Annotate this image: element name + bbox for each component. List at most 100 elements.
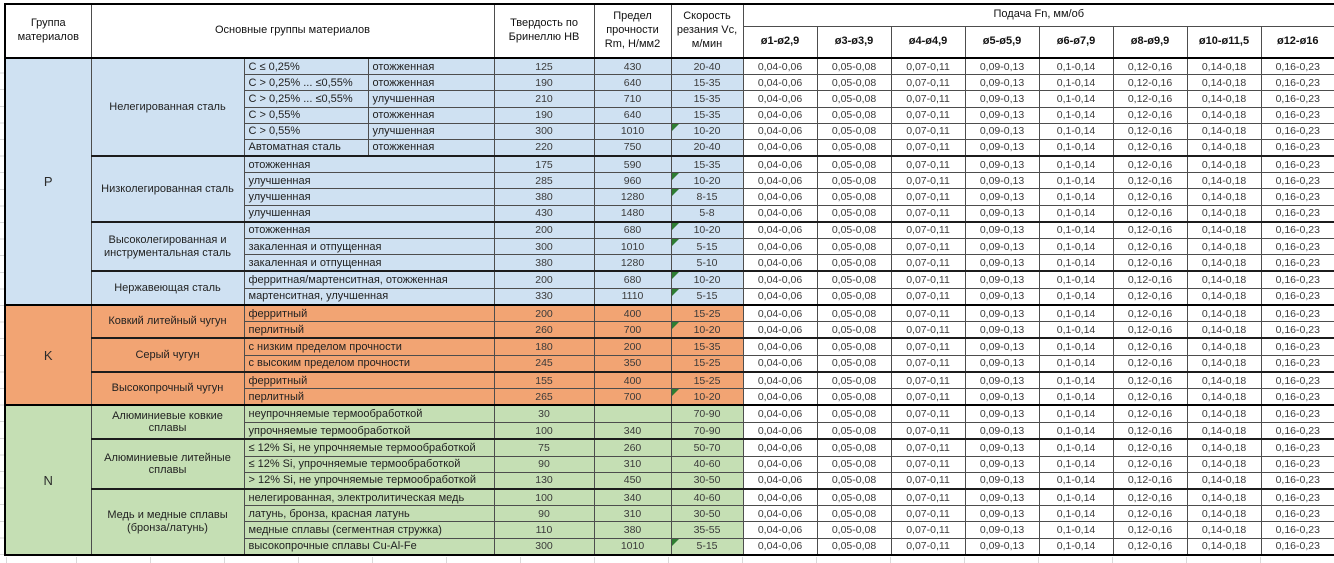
condition-cell[interactable]: ферритная/мартенситная, отожженная <box>243 270 495 289</box>
feed-value-cell[interactable]: 0,04-0,06 <box>742 370 818 390</box>
feed-value-cell[interactable]: 0,1-0,14 <box>1038 155 1114 174</box>
feed-value-cell[interactable]: 0,05-0,08 <box>816 122 892 140</box>
feed-value-cell[interactable]: 0,09-0,13 <box>964 138 1040 157</box>
feed-value-cell[interactable]: 0,05-0,08 <box>816 90 892 108</box>
feed-value-cell[interactable]: 0,16-0,23 <box>1260 321 1334 339</box>
feed-value-cell[interactable]: 0,1-0,14 <box>1038 238 1114 256</box>
feed-value-cell[interactable]: 0,14-0,18 <box>1186 303 1262 323</box>
feed-value-cell[interactable]: 0,09-0,13 <box>964 537 1040 556</box>
feed-value-cell[interactable]: 0,12-0,16 <box>1112 270 1188 289</box>
rm-value-cell[interactable]: 640 <box>593 106 672 124</box>
rm-value-cell[interactable]: 590 <box>593 155 672 174</box>
vc-value-cell[interactable]: 70-90 <box>670 404 744 423</box>
hb-value-cell[interactable]: 130 <box>493 471 595 490</box>
feed-value-cell[interactable]: 0,04-0,06 <box>742 521 818 539</box>
feed-value-cell[interactable]: 0,16-0,23 <box>1260 388 1334 406</box>
feed-value-cell[interactable]: 0,14-0,18 <box>1186 321 1262 339</box>
vc-value-cell[interactable]: 10-20 <box>670 220 744 240</box>
feed-value-cell[interactable]: 0,16-0,23 <box>1260 287 1334 306</box>
feed-value-cell[interactable]: 0,12-0,16 <box>1112 505 1188 523</box>
hb-value-cell[interactable]: 330 <box>493 287 595 306</box>
feed-value-cell[interactable]: 0,09-0,13 <box>964 421 1040 440</box>
feed-value-cell[interactable]: 0,1-0,14 <box>1038 321 1114 339</box>
feed-value-cell[interactable]: 0,05-0,08 <box>816 455 892 473</box>
feed-value-cell[interactable]: 0,16-0,23 <box>1260 106 1334 124</box>
feed-value-cell[interactable]: 0,14-0,18 <box>1186 238 1262 256</box>
group-letter-cell[interactable]: N <box>4 404 92 556</box>
feed-value-cell[interactable]: 0,1-0,14 <box>1038 521 1114 539</box>
hb-value-cell[interactable]: 430 <box>493 204 595 223</box>
feed-value-cell[interactable]: 0,04-0,06 <box>742 122 818 140</box>
feed-value-cell[interactable]: 0,09-0,13 <box>964 404 1040 423</box>
feed-value-cell[interactable]: 0,05-0,08 <box>816 388 892 406</box>
feed-value-cell[interactable]: 0,07-0,11 <box>890 438 966 457</box>
feed-value-cell[interactable]: 0,05-0,08 <box>816 337 892 356</box>
feed-value-cell[interactable]: 0,07-0,11 <box>890 172 966 190</box>
group-letter-cell[interactable]: K <box>4 303 92 406</box>
rm-value-cell[interactable]: 340 <box>593 487 672 507</box>
feed-value-cell[interactable]: 0,09-0,13 <box>964 270 1040 289</box>
rm-value-cell[interactable]: 750 <box>593 138 672 157</box>
feed-value-cell[interactable]: 0,14-0,18 <box>1186 270 1262 289</box>
feed-value-cell[interactable]: 0,16-0,23 <box>1260 204 1334 223</box>
hb-value-cell[interactable]: 180 <box>493 337 595 356</box>
feed-value-cell[interactable]: 0,14-0,18 <box>1186 505 1262 523</box>
feed-value-cell[interactable]: 0,1-0,14 <box>1038 287 1114 306</box>
feed-value-cell[interactable]: 0,09-0,13 <box>964 204 1040 223</box>
feed-value-cell[interactable]: 0,05-0,08 <box>816 421 892 440</box>
feed-value-cell[interactable]: 0,12-0,16 <box>1112 204 1188 223</box>
feed-value-cell[interactable]: 0,16-0,23 <box>1260 487 1334 507</box>
feed-value-cell[interactable]: 0,16-0,23 <box>1260 303 1334 323</box>
vc-value-cell[interactable]: 20-40 <box>670 138 744 157</box>
carbon-content-cell[interactable]: Автоматная сталь <box>243 138 369 157</box>
feed-value-cell[interactable]: 0,05-0,08 <box>816 106 892 124</box>
feed-value-cell[interactable]: 0,12-0,16 <box>1112 106 1188 124</box>
hb-value-cell[interactable]: 245 <box>493 354 595 373</box>
vc-value-cell[interactable]: 70-90 <box>670 421 744 440</box>
state-cell[interactable]: отожженная <box>367 106 495 124</box>
feed-value-cell[interactable]: 0,07-0,11 <box>890 287 966 306</box>
feed-value-cell[interactable]: 0,05-0,08 <box>816 521 892 539</box>
feed-value-cell[interactable]: 0,1-0,14 <box>1038 57 1114 76</box>
feed-value-cell[interactable]: 0,1-0,14 <box>1038 487 1114 507</box>
header-diameter-range[interactable]: ø12-ø16 <box>1260 25 1334 59</box>
feed-value-cell[interactable]: 0,04-0,06 <box>742 172 818 190</box>
feed-value-cell[interactable]: 0,12-0,16 <box>1112 421 1188 440</box>
rm-value-cell[interactable]: 340 <box>593 421 672 440</box>
feed-value-cell[interactable]: 0,09-0,13 <box>964 521 1040 539</box>
carbon-content-cell[interactable]: C > 0,55% <box>243 106 369 124</box>
feed-value-cell[interactable]: 0,05-0,08 <box>816 204 892 223</box>
feed-value-cell[interactable]: 0,16-0,23 <box>1260 138 1334 157</box>
state-cell[interactable]: улучшенная <box>367 122 495 140</box>
feed-value-cell[interactable]: 0,09-0,13 <box>964 487 1040 507</box>
feed-value-cell[interactable]: 0,09-0,13 <box>964 455 1040 473</box>
condition-cell[interactable]: отожженная <box>243 220 495 240</box>
vc-value-cell[interactable]: 15-35 <box>670 106 744 124</box>
feed-value-cell[interactable]: 0,14-0,18 <box>1186 370 1262 390</box>
feed-value-cell[interactable]: 0,04-0,06 <box>742 57 818 76</box>
rm-value-cell[interactable]: 700 <box>593 388 672 406</box>
header-tensile-strength[interactable]: Предел прочности Rm, Н/мм2 <box>593 3 672 59</box>
feed-value-cell[interactable]: 0,1-0,14 <box>1038 354 1114 373</box>
feed-value-cell[interactable]: 0,07-0,11 <box>890 455 966 473</box>
feed-value-cell[interactable]: 0,09-0,13 <box>964 106 1040 124</box>
condition-cell[interactable]: ферритный <box>243 370 495 390</box>
family-cell[interactable]: Нержавеющая сталь <box>90 270 245 306</box>
feed-value-cell[interactable]: 0,12-0,16 <box>1112 337 1188 356</box>
feed-value-cell[interactable]: 0,04-0,06 <box>742 505 818 523</box>
rm-value-cell[interactable]: 680 <box>593 220 672 240</box>
feed-value-cell[interactable]: 0,1-0,14 <box>1038 337 1114 356</box>
feed-value-cell[interactable]: 0,09-0,13 <box>964 370 1040 390</box>
feed-value-cell[interactable]: 0,04-0,06 <box>742 238 818 256</box>
feed-value-cell[interactable]: 0,12-0,16 <box>1112 254 1188 272</box>
feed-value-cell[interactable]: 0,12-0,16 <box>1112 521 1188 539</box>
feed-value-cell[interactable]: 0,12-0,16 <box>1112 238 1188 256</box>
condition-cell[interactable]: улучшенная <box>243 172 495 190</box>
header-diameter-range[interactable]: ø5-ø5,9 <box>964 25 1040 59</box>
rm-value-cell[interactable]: 310 <box>593 505 672 523</box>
family-cell[interactable]: Серый чугун <box>90 337 245 373</box>
header-main-material-groups[interactable]: Основные группы материалов <box>90 3 495 59</box>
rm-value-cell[interactable]: 1280 <box>593 254 672 272</box>
feed-value-cell[interactable]: 0,1-0,14 <box>1038 438 1114 457</box>
feed-value-cell[interactable]: 0,05-0,08 <box>816 188 892 206</box>
